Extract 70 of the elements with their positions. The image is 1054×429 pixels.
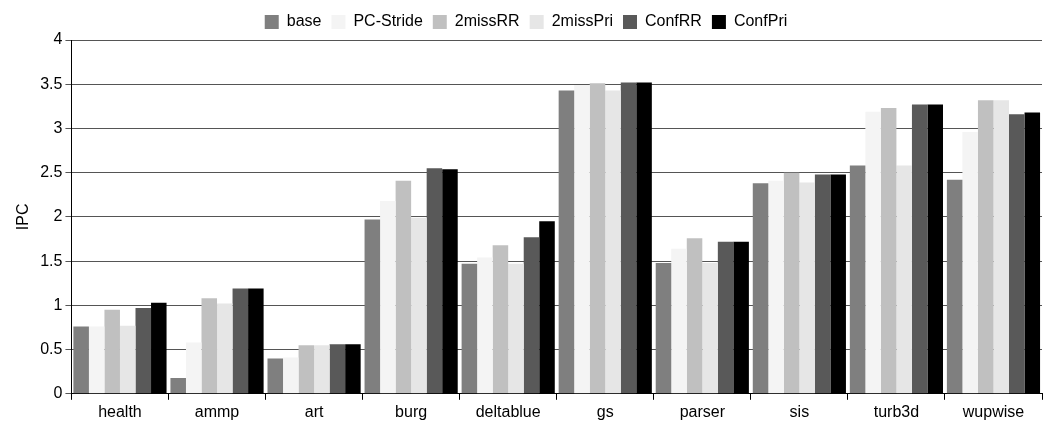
bar bbox=[88, 326, 105, 394]
bar bbox=[865, 111, 881, 394]
bar bbox=[461, 263, 478, 394]
bar bbox=[993, 100, 1009, 394]
x-tick-label: deltablue bbox=[475, 402, 541, 420]
bar bbox=[411, 217, 427, 394]
x-tick-label: wupwise bbox=[961, 402, 1025, 420]
y-tick-label: 1 bbox=[53, 295, 63, 313]
y-tick-label: 0 bbox=[53, 384, 63, 402]
bar bbox=[1009, 114, 1025, 394]
x-tick-label: ammp bbox=[194, 402, 240, 420]
y-tick-label: 4 bbox=[53, 30, 63, 48]
bar bbox=[395, 180, 412, 394]
bar bbox=[170, 377, 186, 394]
bar bbox=[880, 108, 897, 394]
bar bbox=[73, 326, 89, 394]
bar bbox=[329, 344, 346, 394]
y-tick-label: 3 bbox=[53, 118, 63, 136]
bar bbox=[492, 245, 509, 394]
x-tick-label: health bbox=[98, 402, 142, 420]
bar bbox=[185, 342, 202, 394]
legend-label: 2missRR bbox=[454, 12, 520, 30]
bar bbox=[686, 238, 703, 394]
bar bbox=[768, 180, 784, 394]
x-tick-label: burg bbox=[395, 402, 428, 420]
y-tick-label: 2 bbox=[53, 207, 63, 225]
bar bbox=[135, 308, 152, 394]
bar bbox=[896, 165, 912, 394]
bar bbox=[799, 182, 815, 394]
bar bbox=[104, 309, 120, 394]
bar bbox=[119, 325, 136, 394]
bar bbox=[752, 183, 769, 394]
legend-label: base bbox=[286, 12, 322, 30]
y-tick-label: 3.5 bbox=[40, 74, 63, 92]
legend-label: 2missPri bbox=[551, 12, 614, 30]
x-tick-label: art bbox=[304, 402, 324, 420]
x-tick-label: sis bbox=[789, 402, 810, 420]
bar bbox=[380, 200, 396, 394]
legend-label: ConfRR bbox=[645, 12, 702, 30]
bar bbox=[849, 165, 866, 394]
bar bbox=[655, 262, 672, 394]
y-tick-label: 0.5 bbox=[40, 339, 63, 357]
y-tick-label: 1.5 bbox=[40, 251, 63, 269]
bar bbox=[314, 345, 330, 394]
y-tick-label: 2.5 bbox=[40, 163, 63, 181]
bar bbox=[946, 179, 963, 394]
bar bbox=[702, 262, 718, 394]
bar bbox=[671, 248, 687, 394]
bar bbox=[217, 303, 233, 394]
bar bbox=[201, 298, 218, 394]
bar bbox=[508, 263, 524, 394]
bar bbox=[977, 100, 994, 394]
bar bbox=[267, 358, 284, 394]
x-tick-label: gs bbox=[596, 402, 614, 420]
bar bbox=[783, 172, 800, 394]
legend-label: ConfPri bbox=[733, 12, 788, 30]
y-axis-title: IPC bbox=[14, 203, 32, 231]
x-tick-label: parser bbox=[679, 402, 726, 420]
bar bbox=[298, 345, 315, 394]
bar bbox=[232, 288, 249, 394]
bar bbox=[477, 257, 493, 394]
x-tick-label: turb3d bbox=[873, 402, 920, 420]
bar bbox=[574, 85, 590, 394]
bar bbox=[605, 90, 621, 394]
bar bbox=[962, 131, 978, 394]
bar bbox=[558, 90, 575, 394]
bar bbox=[283, 357, 299, 394]
bar bbox=[589, 83, 606, 394]
legend-label: PC-Stride bbox=[353, 12, 423, 30]
bar bbox=[364, 219, 381, 394]
